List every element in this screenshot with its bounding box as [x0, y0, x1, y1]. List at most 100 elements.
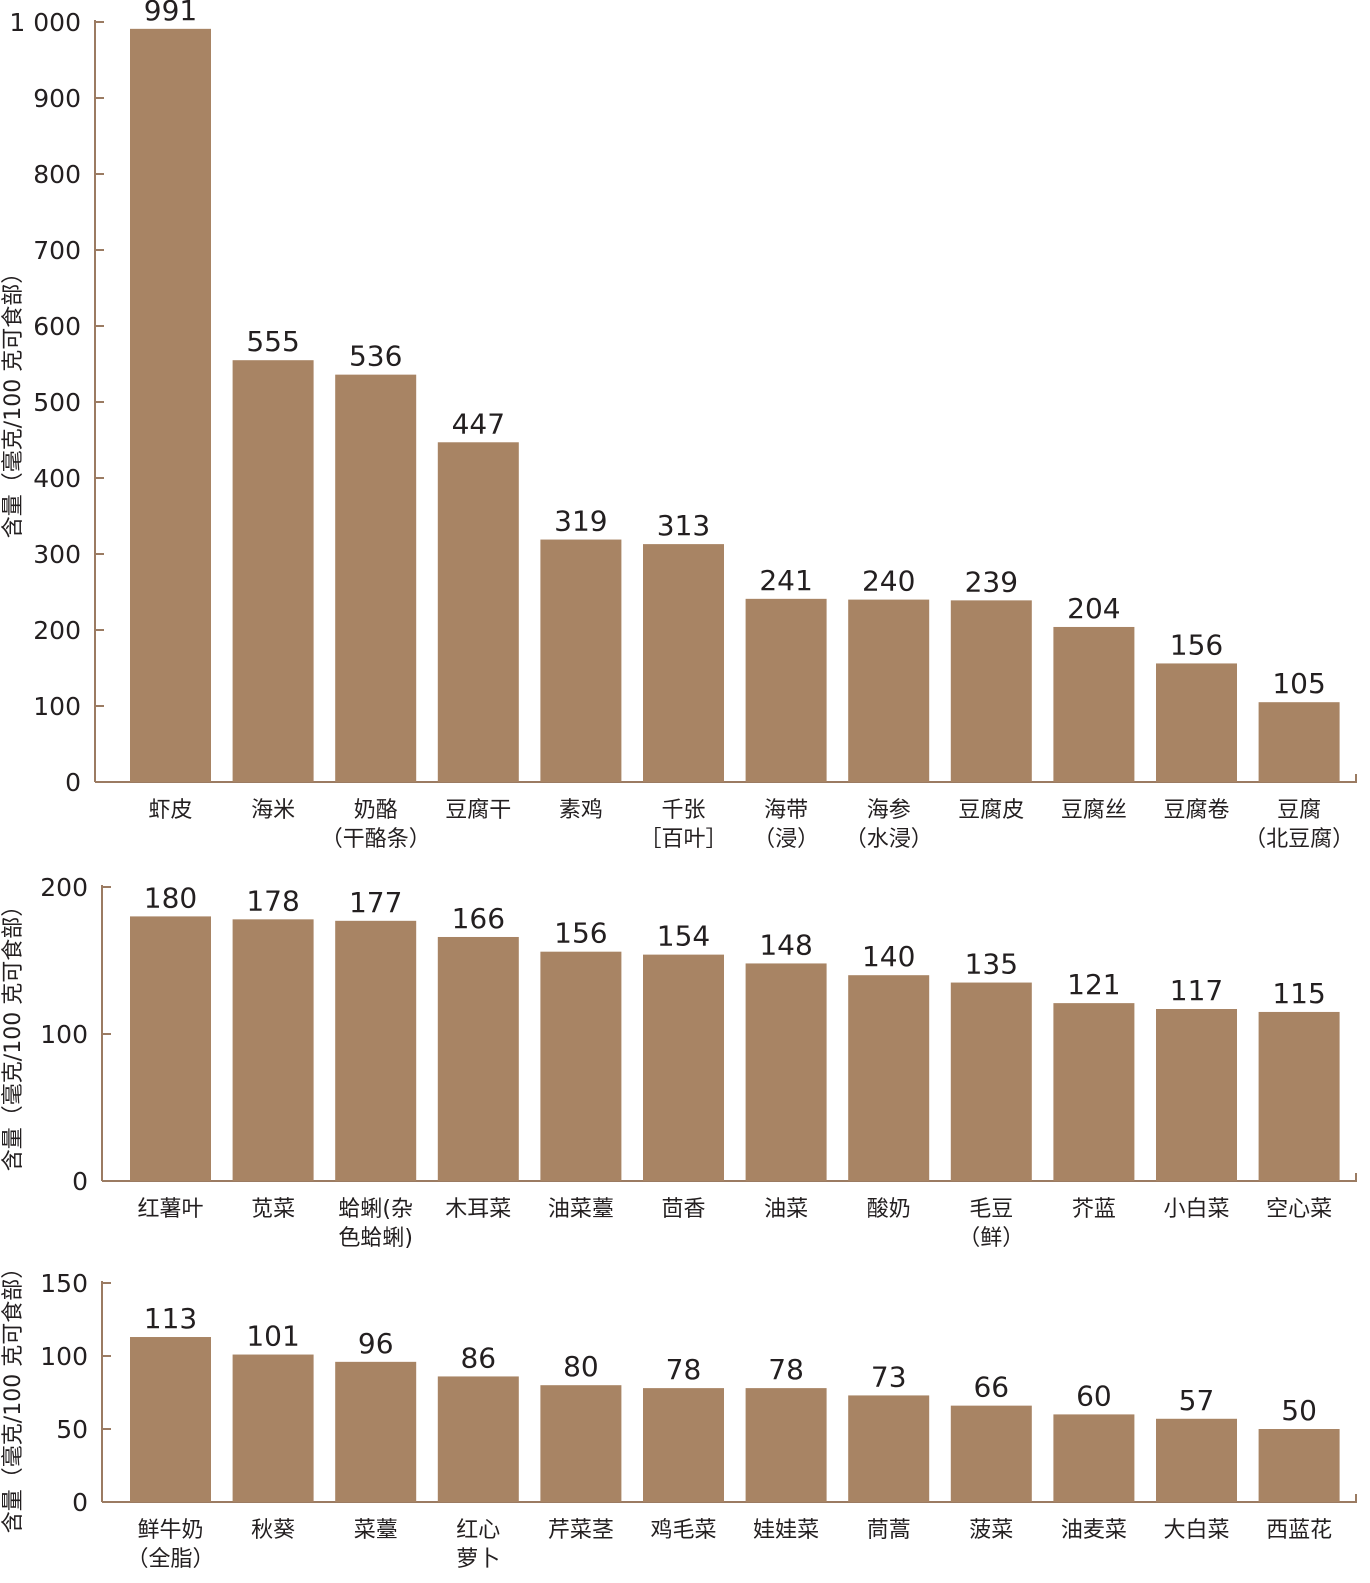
bar	[1156, 1009, 1237, 1181]
y-axis-title: 含量（毫克/100 克可食部）	[1, 895, 26, 1171]
x-category-label: 空心菜	[1266, 1197, 1332, 1222]
x-category-label: 大白菜	[1163, 1518, 1229, 1543]
bar-value-label: 78	[768, 1353, 804, 1386]
y-tick-label: 600	[33, 312, 81, 341]
x-category-label: 小白菜	[1163, 1197, 1229, 1222]
x-category-label: （全脂）	[126, 1547, 214, 1572]
x-category-label: 芹菜茎	[548, 1518, 614, 1543]
bar-value-label: 60	[1076, 1379, 1112, 1412]
bar-value-label: 86	[460, 1341, 496, 1374]
x-category-label: （鲜）	[958, 1226, 1024, 1251]
bar	[848, 599, 930, 782]
bar-value-label: 50	[1281, 1394, 1317, 1427]
bar-value-label: 555	[246, 325, 299, 358]
bar-value-label: 115	[1272, 977, 1325, 1010]
bar	[1156, 1418, 1237, 1502]
bar-value-label: 121	[1067, 968, 1120, 1001]
x-category-label: 木耳菜	[445, 1197, 511, 1222]
y-tick-label: 200	[40, 873, 88, 902]
bar	[540, 539, 622, 782]
bar-value-label: 117	[1170, 974, 1223, 1007]
bar-value-label: 177	[349, 886, 402, 919]
bar-value-label: 57	[1179, 1384, 1215, 1417]
bar-value-label: 166	[452, 902, 505, 935]
bar-value-label: 105	[1272, 667, 1325, 700]
bar	[335, 374, 417, 782]
y-tick-label: 100	[40, 1342, 88, 1371]
x-category-label: 娃娃菜	[753, 1518, 819, 1543]
bar-value-label: 140	[862, 940, 915, 973]
x-category-label: 红薯叶	[137, 1197, 203, 1222]
bar	[232, 1354, 314, 1502]
y-tick-label: 100	[33, 692, 81, 721]
bar-value-label: 154	[657, 920, 710, 953]
x-category-label: 素鸡	[559, 798, 603, 823]
bar	[950, 982, 1032, 1181]
x-category-label: 虾皮	[148, 798, 192, 823]
y-tick-label: 1 000	[9, 8, 81, 37]
bar-value-label: 178	[246, 884, 299, 917]
bar	[848, 1395, 930, 1502]
bar-value-label: 96	[358, 1327, 394, 1360]
bar-value-label: 66	[973, 1371, 1009, 1404]
bar	[1258, 1011, 1340, 1181]
bar-value-label: 135	[965, 948, 1018, 981]
bar	[232, 360, 314, 782]
x-category-label: 毛豆	[969, 1197, 1013, 1222]
y-tick-label: 0	[65, 768, 81, 797]
bar	[745, 598, 827, 782]
y-tick-label: 900	[33, 84, 81, 113]
bar	[1053, 1003, 1135, 1181]
x-category-label: （浸）	[753, 827, 819, 852]
bar-value-label: 204	[1067, 592, 1120, 625]
y-tick-label: 300	[33, 540, 81, 569]
bar-value-label: 78	[666, 1353, 702, 1386]
y-tick-label: 0	[72, 1167, 88, 1196]
x-category-label: 海米	[251, 798, 295, 823]
x-category-label: （水浸）	[845, 827, 933, 852]
x-category-label: 油麦菜	[1061, 1518, 1127, 1543]
bar	[643, 954, 724, 1181]
x-category-label: 茴香	[661, 1197, 705, 1222]
bar	[1053, 1414, 1135, 1502]
bar-value-label: 180	[144, 881, 197, 914]
y-tick-label: 500	[33, 388, 81, 417]
bar	[1258, 702, 1340, 782]
x-category-label: 油菜	[764, 1197, 808, 1222]
x-category-label: 芥蓝	[1072, 1197, 1116, 1222]
bar	[745, 1388, 827, 1502]
x-category-label: 蛤蜊(杂	[338, 1197, 413, 1222]
x-category-label: 秋葵	[251, 1518, 295, 1543]
bar	[437, 442, 519, 782]
bar	[540, 1385, 622, 1502]
bar-value-label: 241	[759, 564, 812, 597]
chart-panel-2: 含量（毫克/100 克可食部） 0 100 200 180 红薯叶 178 苋菜 177 蛤蜊(杂…	[1, 873, 1357, 1251]
x-category-label: 菜薹	[354, 1518, 398, 1543]
chart-panel-3: 含量（毫克/100 克可食部） 0 50 100 150 113 鲜牛奶 （全脂） 101 秋葵 9…	[1, 1257, 1357, 1572]
x-category-label: 海带	[764, 798, 808, 823]
x-category-label: 千张	[661, 798, 705, 823]
x-category-label: 红心	[456, 1518, 500, 1543]
x-category-label: 萝卜	[456, 1547, 500, 1572]
x-category-label: 茼蒿	[867, 1518, 911, 1543]
bar	[1156, 663, 1237, 782]
y-tick-label: 200	[33, 616, 81, 645]
bar-value-label: 536	[349, 340, 402, 373]
x-category-label: 苋菜	[251, 1197, 295, 1222]
x-category-label: 酸奶	[867, 1197, 911, 1222]
y-tick-label: 0	[72, 1488, 88, 1517]
bar-value-label: 240	[862, 565, 915, 598]
bar-value-label: 447	[452, 407, 505, 440]
x-category-label: 西蓝花	[1266, 1518, 1332, 1543]
y-tick-label: 100	[40, 1020, 88, 1049]
bar	[232, 919, 314, 1181]
bar	[1258, 1429, 1340, 1502]
chart-panel-1: 含量（毫克/100 克可食部） 0 100 200 300 400 500 600 700 800…	[1, 0, 1357, 852]
x-category-label: 豆腐丝	[1061, 798, 1127, 823]
x-category-label: 菠菜	[969, 1518, 1013, 1543]
x-category-label: 鲜牛奶	[137, 1518, 203, 1543]
y-tick-label: 150	[40, 1269, 88, 1298]
bar-value-label: 80	[563, 1350, 599, 1383]
bar-value-label: 991	[144, 0, 197, 27]
bar	[335, 1361, 417, 1502]
